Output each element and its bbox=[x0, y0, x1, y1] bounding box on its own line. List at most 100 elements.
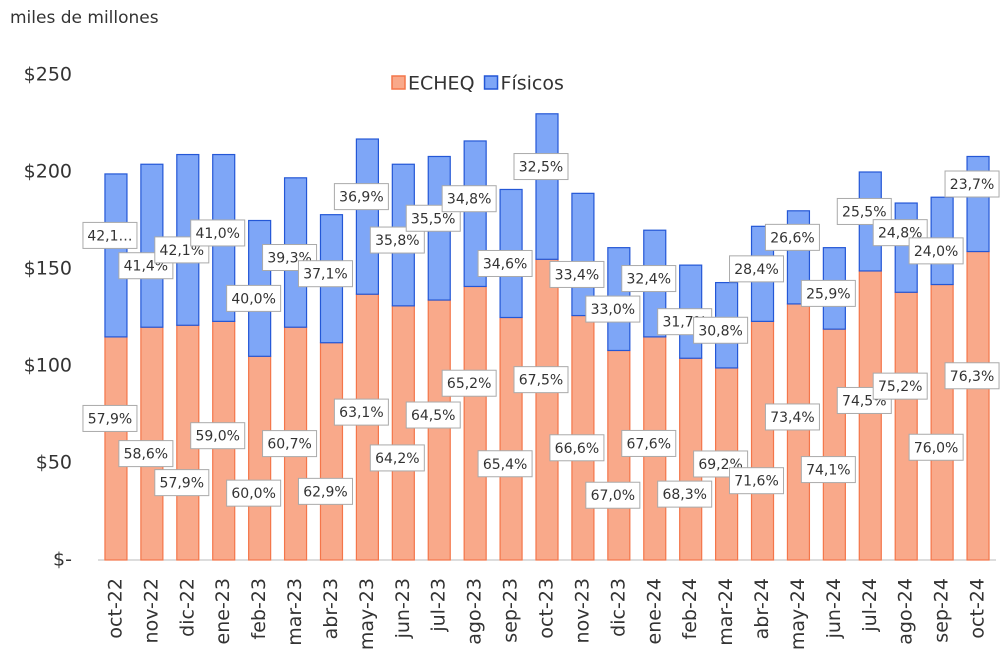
bar-segment bbox=[248, 355, 272, 561]
data-label-box bbox=[190, 422, 246, 450]
data-label: 75,2% bbox=[872, 372, 928, 400]
x-tick-label: feb-23 bbox=[248, 578, 270, 639]
data-label-text: 75,2% bbox=[878, 379, 922, 395]
data-label-text: 67,0% bbox=[591, 488, 635, 504]
data-label-box bbox=[800, 456, 856, 484]
data-label-box bbox=[118, 440, 174, 468]
data-label: 71,6% bbox=[729, 467, 785, 495]
data-label-box bbox=[226, 479, 282, 507]
data-label-text: 67,6% bbox=[627, 436, 671, 452]
data-label-text: 57,9% bbox=[160, 476, 204, 492]
data-label-box bbox=[226, 284, 282, 312]
data-label-box bbox=[657, 480, 713, 508]
bar-segment bbox=[966, 250, 990, 561]
data-label-box bbox=[585, 481, 641, 509]
data-label-text: 33,0% bbox=[591, 302, 635, 318]
x-tick-label: dic-23 bbox=[607, 578, 629, 637]
data-label-box bbox=[729, 255, 785, 283]
data-label-box bbox=[549, 434, 605, 462]
data-label: 59,0% bbox=[190, 422, 246, 450]
data-label: 68,3% bbox=[657, 480, 713, 508]
y-tick-label: $250 bbox=[24, 64, 72, 86]
data-label-text: 32,5% bbox=[519, 160, 563, 176]
x-tick-label: oct-23 bbox=[536, 578, 558, 639]
bar-segment bbox=[463, 285, 487, 561]
data-label-text: 24,0% bbox=[914, 244, 958, 260]
x-tick-label: jun-23 bbox=[392, 578, 414, 639]
data-label: 23,7% bbox=[944, 170, 1000, 198]
data-label: 73,4% bbox=[764, 403, 820, 431]
data-label-box bbox=[190, 219, 246, 247]
data-label: 60,7% bbox=[262, 430, 318, 458]
data-label-text: 36,9% bbox=[339, 190, 383, 206]
data-label-box bbox=[477, 450, 533, 478]
y-tick-label: $200 bbox=[24, 161, 72, 183]
x-tick-label: feb-24 bbox=[679, 578, 701, 639]
data-label-text: 25,9% bbox=[806, 286, 850, 302]
bar-segment bbox=[535, 113, 559, 260]
y-tick-label: $100 bbox=[24, 355, 72, 377]
data-label: 65,2% bbox=[441, 369, 497, 397]
data-label-box bbox=[764, 223, 820, 251]
data-label: 76,0% bbox=[908, 433, 964, 461]
data-label-text: 37,1% bbox=[303, 267, 347, 283]
data-label: 26,6% bbox=[764, 223, 820, 251]
data-label: 62,9% bbox=[297, 477, 353, 505]
data-label-text: 76,0% bbox=[914, 440, 958, 456]
data-label: 58,6% bbox=[118, 440, 174, 468]
data-label-text: 34,6% bbox=[483, 256, 527, 272]
x-tick-label: ago-23 bbox=[464, 578, 486, 645]
x-tick-label: abr-24 bbox=[751, 578, 773, 639]
data-label-text: 42,1… bbox=[87, 228, 132, 244]
data-label-text: 73,4% bbox=[770, 410, 814, 426]
data-label-text: 26,6% bbox=[770, 230, 814, 246]
data-label: 67,6% bbox=[621, 429, 677, 457]
bar-segment bbox=[391, 305, 415, 561]
data-label: 57,9% bbox=[154, 469, 210, 497]
data-label-box bbox=[82, 404, 138, 432]
data-label: 42,1… bbox=[82, 221, 138, 249]
x-tick-label: may-24 bbox=[787, 578, 809, 650]
data-label-text: 35,8% bbox=[375, 233, 419, 249]
data-label: 64,5% bbox=[405, 401, 461, 429]
bar-segment bbox=[822, 328, 846, 561]
data-label-text: 35,5% bbox=[411, 211, 455, 227]
data-label-box bbox=[908, 237, 964, 265]
data-label-box bbox=[621, 429, 677, 457]
data-label-box bbox=[441, 185, 497, 213]
legend-swatch bbox=[391, 75, 406, 90]
bar-segment bbox=[786, 303, 811, 561]
x-tick-label: jul-24 bbox=[859, 578, 881, 633]
data-label-box bbox=[405, 401, 461, 429]
data-label-text: 67,5% bbox=[519, 373, 563, 389]
data-label: 28,4% bbox=[729, 255, 785, 283]
data-label: 57,9% bbox=[82, 404, 138, 432]
data-label-text: 74,1% bbox=[806, 463, 850, 479]
x-tick-label: sep-24 bbox=[931, 578, 953, 643]
data-label: 63,1% bbox=[333, 398, 389, 426]
bar-segment bbox=[355, 138, 379, 295]
bar-segment bbox=[535, 258, 559, 561]
x-tick-label: jun-24 bbox=[823, 578, 845, 639]
x-tick-label: oct-24 bbox=[967, 578, 989, 639]
y-tick-label: $- bbox=[53, 549, 72, 571]
data-label: 37,1% bbox=[297, 260, 353, 288]
data-label-box bbox=[369, 444, 425, 472]
data-label: 32,4% bbox=[621, 265, 677, 293]
data-label: 36,9% bbox=[333, 183, 389, 211]
data-label: 60,0% bbox=[226, 479, 282, 507]
legend-label: Físicos bbox=[501, 73, 564, 95]
chart-title: miles de millones bbox=[10, 8, 159, 28]
data-label-text: 25,5% bbox=[842, 204, 886, 220]
data-label-text: 60,7% bbox=[267, 437, 311, 453]
data-label-box bbox=[693, 316, 749, 344]
data-label-box bbox=[549, 260, 605, 288]
bar-segment bbox=[355, 293, 379, 561]
data-label-box bbox=[262, 430, 318, 458]
data-label-box bbox=[297, 477, 353, 505]
data-label-box bbox=[82, 221, 138, 249]
x-tick-label: mar-23 bbox=[284, 578, 306, 646]
data-label-text: 42,1% bbox=[160, 243, 204, 259]
data-label-box bbox=[297, 260, 353, 288]
data-label-text: 30,8% bbox=[698, 323, 742, 339]
